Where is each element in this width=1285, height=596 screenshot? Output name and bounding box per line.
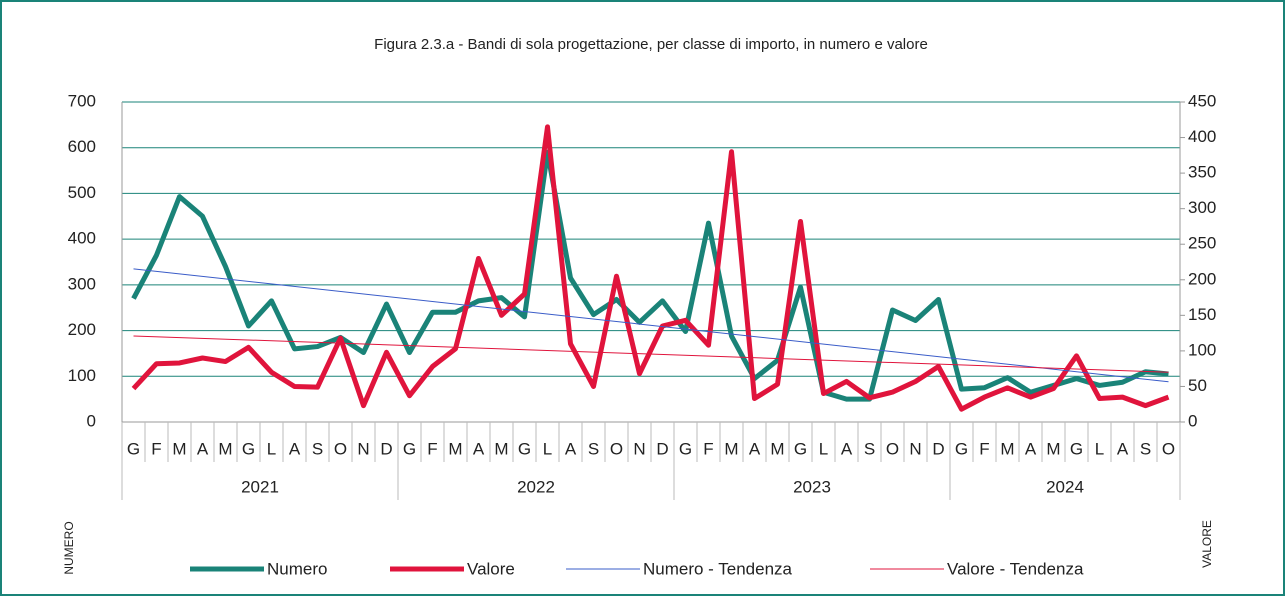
x-tick-label: N <box>357 439 369 458</box>
x-tick-label: F <box>703 439 713 458</box>
x-tick-label: G <box>127 439 140 458</box>
y2-tick-label: 0 <box>1188 411 1197 430</box>
x-tick-label: L <box>819 439 828 458</box>
legend-label: Numero <box>267 559 327 578</box>
trend-line <box>133 268 1169 383</box>
y2-tick-label: 250 <box>1188 234 1216 253</box>
x-tick-label: G <box>1070 439 1083 458</box>
x-tick-label: G <box>403 439 416 458</box>
x-tick-label: M <box>448 439 462 458</box>
y2-tick-label: 350 <box>1188 163 1216 182</box>
x-tick-label: A <box>749 439 761 458</box>
y-tick-label: 200 <box>68 320 96 339</box>
x-tick-label: S <box>864 439 875 458</box>
x-tick-label: M <box>218 439 232 458</box>
series-line <box>131 149 1169 402</box>
x-tick-label: O <box>334 439 347 458</box>
legend-label: Numero - Tendenza <box>643 559 793 578</box>
legend-label: Valore <box>467 559 515 578</box>
y-tick-label: 0 <box>87 411 96 430</box>
y2-tick-label: 400 <box>1188 127 1216 146</box>
x-tick-label: A <box>1025 439 1037 458</box>
x-tick-label: F <box>427 439 437 458</box>
x-tick-label: G <box>518 439 531 458</box>
group-label: 2021 <box>241 477 279 496</box>
y-tick-label: 700 <box>68 91 96 110</box>
legend-label: Valore - Tendenza <box>947 559 1084 578</box>
group-label: 2023 <box>793 477 831 496</box>
x-tick-label: A <box>473 439 485 458</box>
trend-line <box>133 335 1169 373</box>
y-tick-label: 300 <box>68 274 96 293</box>
y2-axis-label: VALORE <box>1200 520 1214 568</box>
y-tick-label: 100 <box>68 366 96 385</box>
x-tick-label: M <box>1046 439 1060 458</box>
y-tick-label: 400 <box>68 229 96 248</box>
x-tick-label: G <box>955 439 968 458</box>
x-tick-label: G <box>679 439 692 458</box>
y-tick-label: 600 <box>68 137 96 156</box>
y2-tick-label: 200 <box>1188 269 1216 288</box>
y2-tick-label: 300 <box>1188 198 1216 217</box>
y2-tick-label: 150 <box>1188 305 1216 324</box>
series-line <box>131 124 1170 412</box>
x-tick-label: D <box>656 439 668 458</box>
x-tick-label: M <box>724 439 738 458</box>
x-tick-label: L <box>1095 439 1104 458</box>
x-tick-label: D <box>932 439 944 458</box>
x-tick-label: D <box>380 439 392 458</box>
group-label: 2022 <box>517 477 555 496</box>
x-tick-label: A <box>841 439 853 458</box>
x-tick-label: M <box>494 439 508 458</box>
y2-tick-label: 50 <box>1188 376 1207 395</box>
chart-title: Figura 2.3.a - Bandi di sola progettazio… <box>374 36 928 53</box>
x-tick-label: M <box>770 439 784 458</box>
x-tick-label: N <box>909 439 921 458</box>
y2-tick-label: 450 <box>1188 91 1216 110</box>
group-label: 2024 <box>1046 477 1084 496</box>
x-tick-label: S <box>588 439 599 458</box>
x-tick-label: L <box>267 439 276 458</box>
x-tick-label: M <box>172 439 186 458</box>
y2-tick-label: 100 <box>1188 340 1216 359</box>
x-tick-label: A <box>1117 439 1129 458</box>
x-tick-label: L <box>543 439 552 458</box>
x-tick-label: O <box>886 439 899 458</box>
x-tick-label: G <box>242 439 255 458</box>
x-tick-label: A <box>197 439 209 458</box>
x-tick-label: O <box>1162 439 1175 458</box>
x-tick-label: A <box>289 439 301 458</box>
y-tick-label: 500 <box>68 183 96 202</box>
x-tick-label: S <box>312 439 323 458</box>
x-tick-label: F <box>979 439 989 458</box>
x-tick-label: S <box>1140 439 1151 458</box>
x-tick-label: G <box>794 439 807 458</box>
x-tick-label: N <box>633 439 645 458</box>
y-axis-label: NUMERO <box>62 521 76 574</box>
x-tick-label: F <box>151 439 161 458</box>
x-tick-label: M <box>1000 439 1014 458</box>
x-tick-label: A <box>565 439 577 458</box>
x-tick-label: O <box>610 439 623 458</box>
